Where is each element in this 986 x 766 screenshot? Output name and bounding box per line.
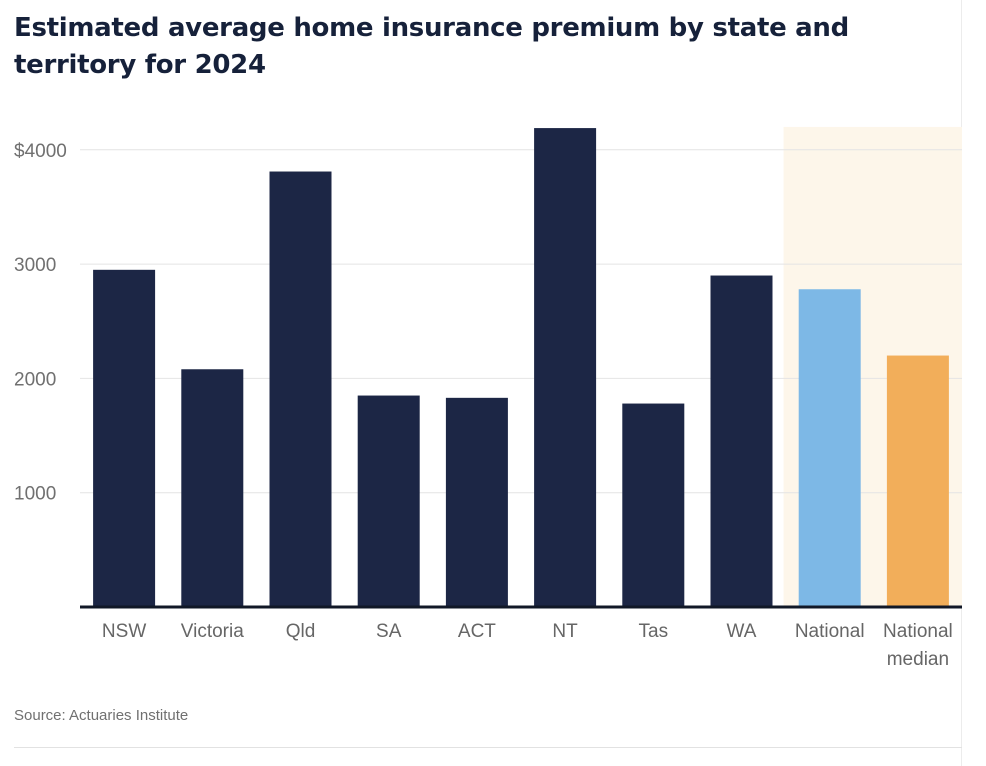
chart-title: Estimated average home insurance premium… (14, 13, 849, 80)
bar-nsw (93, 269, 156, 607)
footer-divider (14, 747, 962, 748)
source-note: Source: Actuaries Institute (14, 707, 189, 724)
chart-card: Estimated average home insurance premium… (14, 0, 962, 766)
x-category-label: National (795, 621, 865, 642)
bar-national-median (886, 355, 949, 607)
x-category-label: Tas (639, 621, 669, 642)
bar-act (445, 397, 508, 607)
bar-tas (622, 403, 685, 607)
bar-chart: 1000 2000 3000 $4000 NSW Victoria Qld SA ACT NT Ta… (14, 126, 962, 670)
bar-wa (710, 275, 773, 607)
x-category-label: NT (552, 621, 578, 642)
bar-qld (269, 171, 332, 607)
bar-sa (357, 395, 420, 607)
x-category-label: National (883, 621, 953, 642)
x-category-label: median (887, 649, 949, 670)
x-category-label: Qld (286, 621, 316, 642)
x-category-label: NSW (102, 621, 146, 642)
y-tick-label: $4000 (14, 141, 67, 162)
bar-nt (534, 128, 597, 607)
x-category-label: Victoria (181, 621, 244, 642)
bar-national (798, 289, 861, 607)
bar-victoria (181, 369, 244, 607)
x-category-label: ACT (458, 621, 496, 642)
x-category-label: SA (376, 621, 402, 642)
y-tick-label: 3000 (14, 255, 56, 276)
x-category-label: WA (727, 621, 757, 642)
y-tick-label: 1000 (14, 484, 56, 505)
y-tick-label: 2000 (14, 369, 56, 390)
